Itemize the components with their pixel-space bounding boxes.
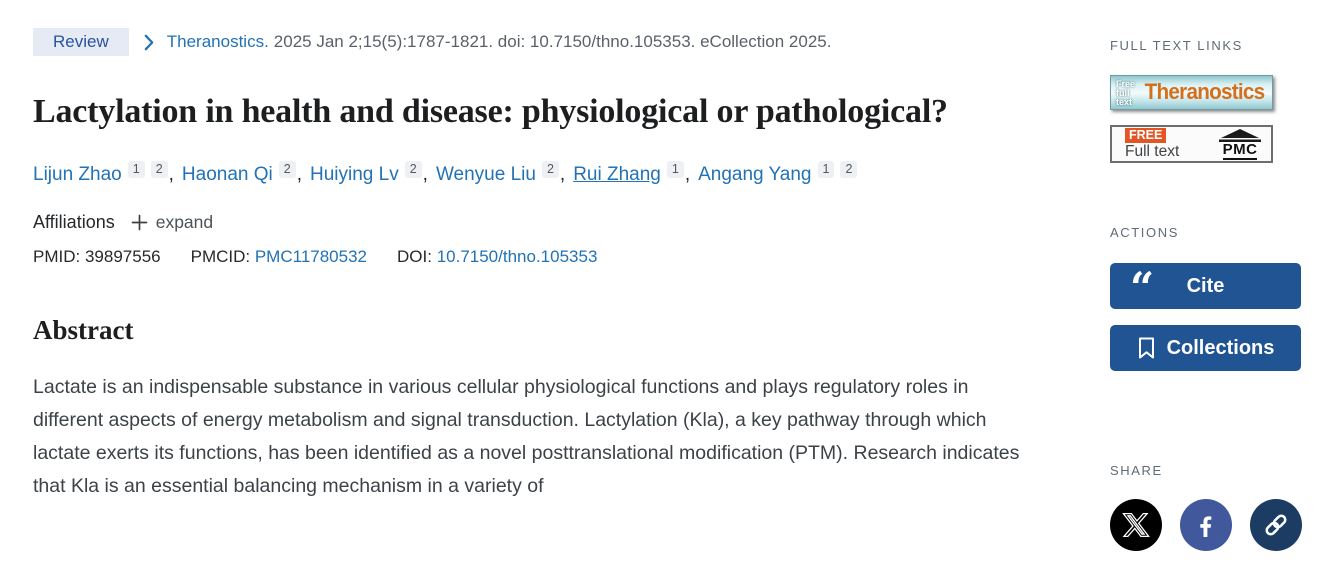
affiliation-superscript[interactable]: 2	[541, 161, 559, 178]
abstract-heading: Abstract	[33, 315, 134, 345]
facebook-icon	[1194, 513, 1218, 537]
affiliations-label: Affiliations	[33, 212, 115, 232]
citation-text: Theranostics. 2025 Jan 2;15(5):1787-1821.…	[167, 32, 832, 52]
chevron-right-icon	[144, 34, 154, 51]
cite-button-label: Cite	[1186, 274, 1225, 297]
author-link[interactable]: Angang Yang	[698, 164, 812, 185]
x-icon	[1122, 511, 1150, 539]
free-fulltext-label: Free full text	[1116, 79, 1136, 107]
author-separator: ,	[559, 164, 566, 185]
pmc-free-label: FREE	[1125, 128, 1167, 143]
pmc-logo: PMC	[1219, 128, 1261, 160]
collections-button[interactable]: Collections	[1110, 325, 1301, 371]
identifiers-row: PMID: 39897556 PMCID: PMC11780532 DOI: 1…	[33, 247, 1023, 267]
pmc-label: PMC	[1222, 140, 1258, 160]
link-icon	[1262, 511, 1290, 539]
pmcid-label: PMCID:	[190, 247, 251, 266]
share-facebook-button[interactable]	[1180, 499, 1232, 551]
pmc-fulltext-label: Full text	[1125, 143, 1180, 160]
share-buttons	[1110, 499, 1305, 551]
fulltext-links-heading: FULL TEXT LINKS	[1110, 38, 1243, 53]
affiliation-superscript[interactable]: 1	[817, 161, 835, 178]
journal-link[interactable]: Theranostics.	[166, 32, 269, 51]
affiliation-superscript[interactable]: 2	[150, 161, 168, 178]
pmid-value: 39897556	[84, 247, 161, 266]
expand-affiliations-button[interactable]: expand	[131, 212, 213, 233]
share-x-button[interactable]	[1110, 499, 1162, 551]
actions-heading: ACTIONS	[1110, 225, 1179, 240]
author-separator: ,	[168, 164, 174, 185]
cite-button[interactable]: “ Cite	[1110, 263, 1301, 309]
author-separator: ,	[296, 164, 302, 185]
affiliation-superscript[interactable]: 2	[840, 161, 858, 178]
pmcid-link[interactable]: PMC11780532	[254, 247, 367, 266]
expand-label: expand	[155, 212, 214, 232]
abstract-text: Lactate is an indispensable substance in…	[33, 376, 1020, 497]
pmid-label: PMID:	[33, 247, 81, 266]
affiliation-superscript[interactable]: 1	[127, 161, 145, 178]
theranostics-logo: Theranostics	[1144, 78, 1265, 104]
article-header: Review Theranostics. 2025 Jan 2;15(5):178…	[33, 28, 1023, 503]
affiliation-superscript[interactable]: 1	[666, 161, 684, 178]
author-separator: ,	[684, 164, 691, 185]
author-link[interactable]: Lijun Zhao	[33, 164, 122, 185]
quote-icon: “	[1130, 263, 1155, 312]
pmc-fulltext-badge[interactable]: FREE Full text PMC	[1110, 125, 1273, 163]
author-link[interactable]: Wenyue Liu	[435, 164, 536, 185]
author-link[interactable]: Rui Zhang	[573, 164, 661, 185]
page-title: Lactylation in health and disease: physi…	[33, 93, 948, 130]
theranostics-fulltext-badge[interactable]: Free full text Theranostics	[1110, 75, 1273, 110]
affiliation-superscript[interactable]: 2	[278, 161, 296, 178]
author-link[interactable]: Huiying Lv	[310, 164, 399, 185]
plus-icon	[131, 214, 148, 231]
pmc-temple-icon	[1219, 128, 1261, 142]
doi-link[interactable]: 10.7150/thno.105353	[436, 247, 598, 266]
copy-link-button[interactable]	[1250, 499, 1302, 551]
affiliations-row: Affiliations expand	[33, 212, 1023, 233]
author-link[interactable]: Haonan Qi	[181, 164, 273, 185]
publication-type-badge: Review	[33, 28, 129, 56]
doi-label: DOI:	[397, 247, 432, 266]
author-separator: ,	[422, 164, 428, 185]
collections-button-label: Collections	[1166, 336, 1275, 359]
share-heading: SHARE	[1110, 463, 1163, 478]
sidebar: FULL TEXT LINKS Free full text Theranost…	[1110, 38, 1305, 551]
citation-row: Review Theranostics. 2025 Jan 2;15(5):178…	[33, 28, 1023, 56]
authors-list: Lijun Zhao 1 2, Haonan Qi 2, Huiying Lv 2, Weny…	[33, 160, 1023, 190]
affiliation-superscript[interactable]: 2	[404, 161, 422, 178]
citation-detail: 2025 Jan 2;15(5):1787-1821. doi: 10.7150…	[273, 32, 832, 51]
bookmark-icon	[1137, 336, 1156, 360]
